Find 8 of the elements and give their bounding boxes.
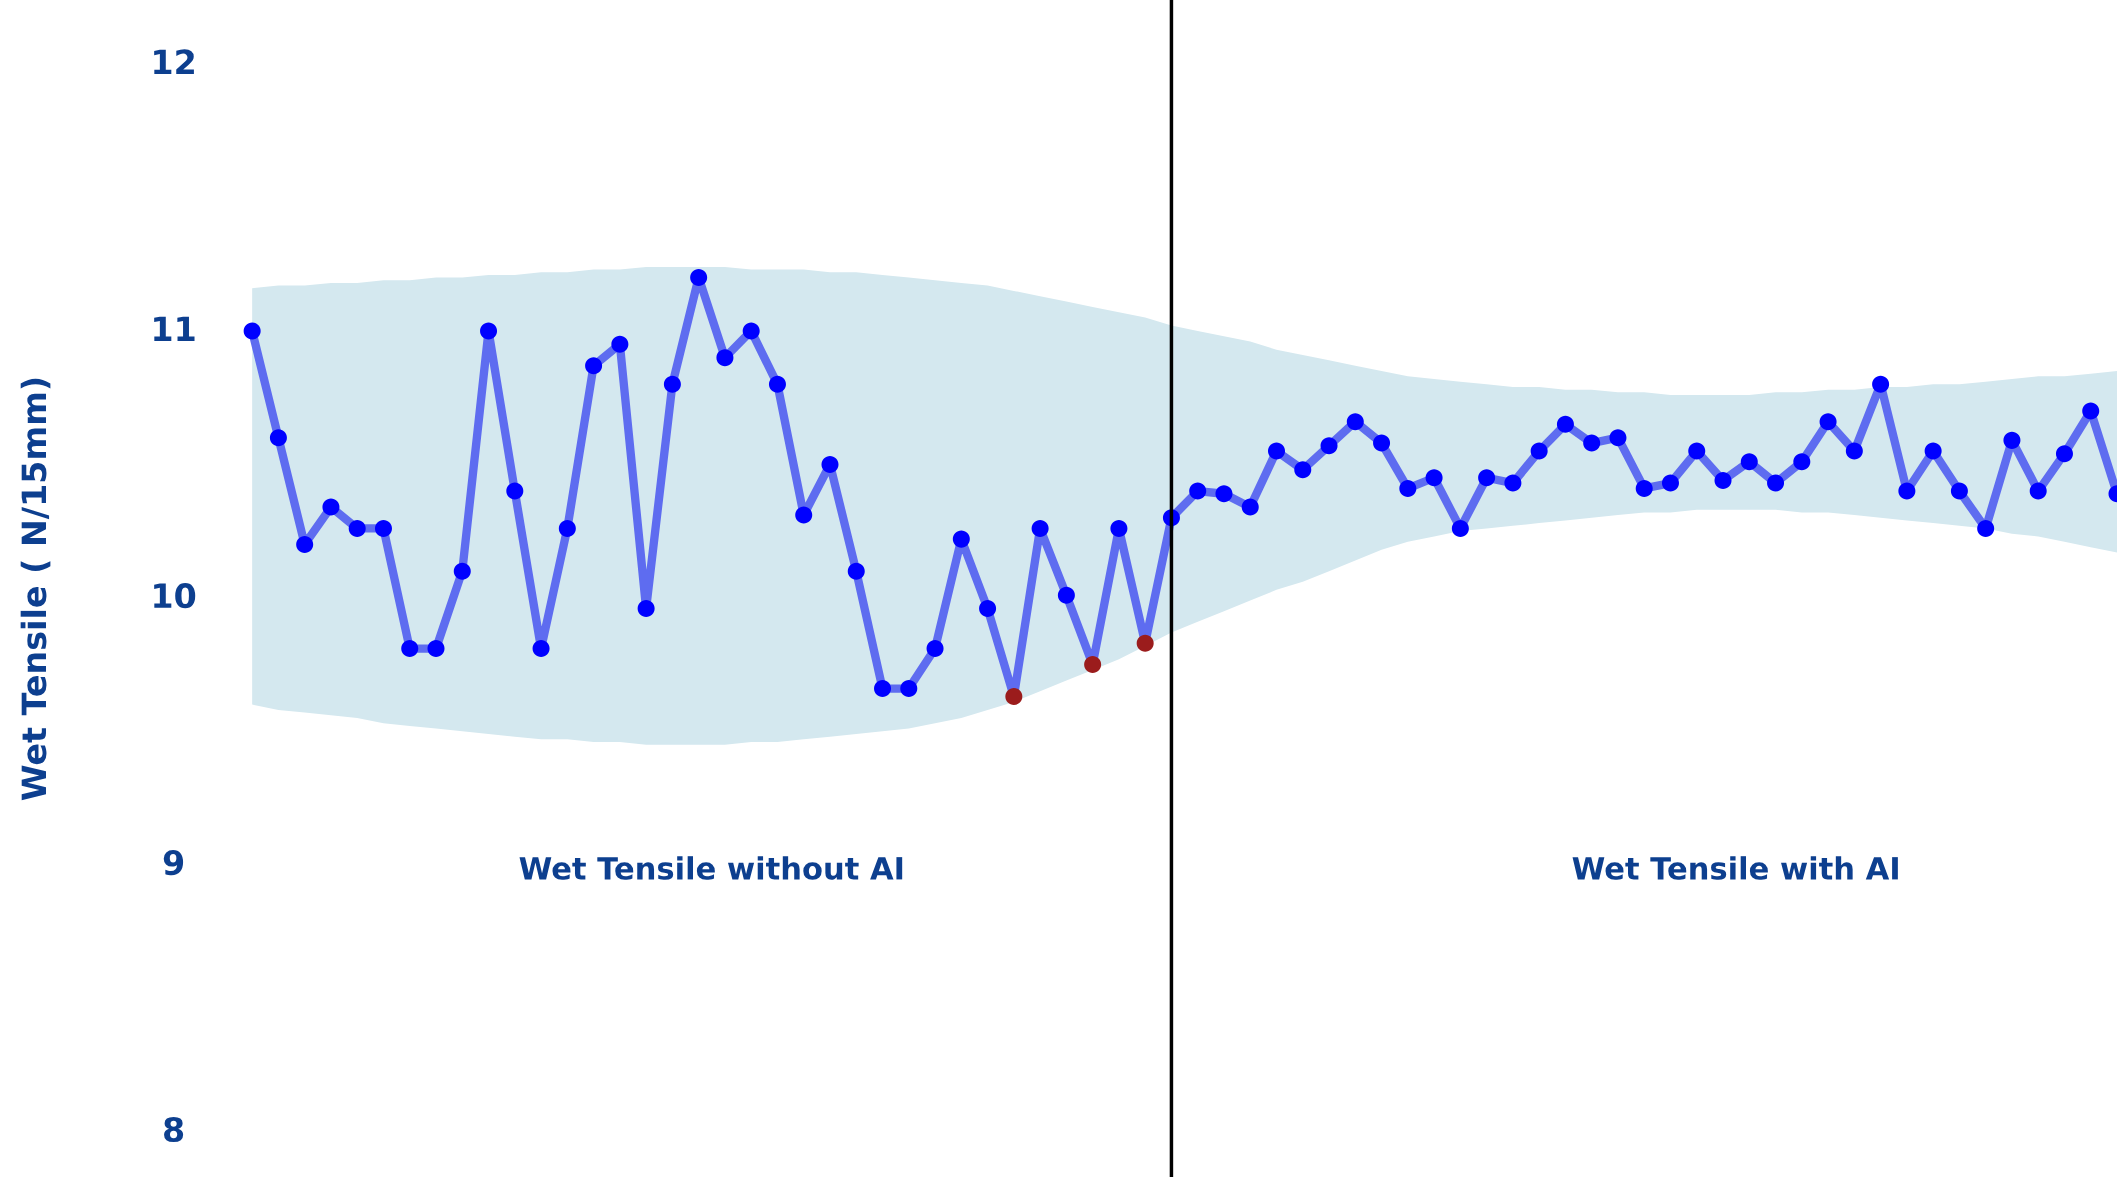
y-tick-label: 9 (163, 850, 184, 876)
annotation: Wet Tensile without AI (519, 856, 903, 880)
y-tick-label: 8 (164, 1116, 184, 1143)
y-tick-label: 11 (154, 316, 195, 341)
y-tick-label: 10 (154, 583, 196, 609)
y-tick-label: 12 (154, 49, 194, 75)
annotation: Wet Tensile with AI (1572, 856, 1898, 880)
y-axis-title: Wet Tensile ( N/15mm) (20, 378, 51, 801)
